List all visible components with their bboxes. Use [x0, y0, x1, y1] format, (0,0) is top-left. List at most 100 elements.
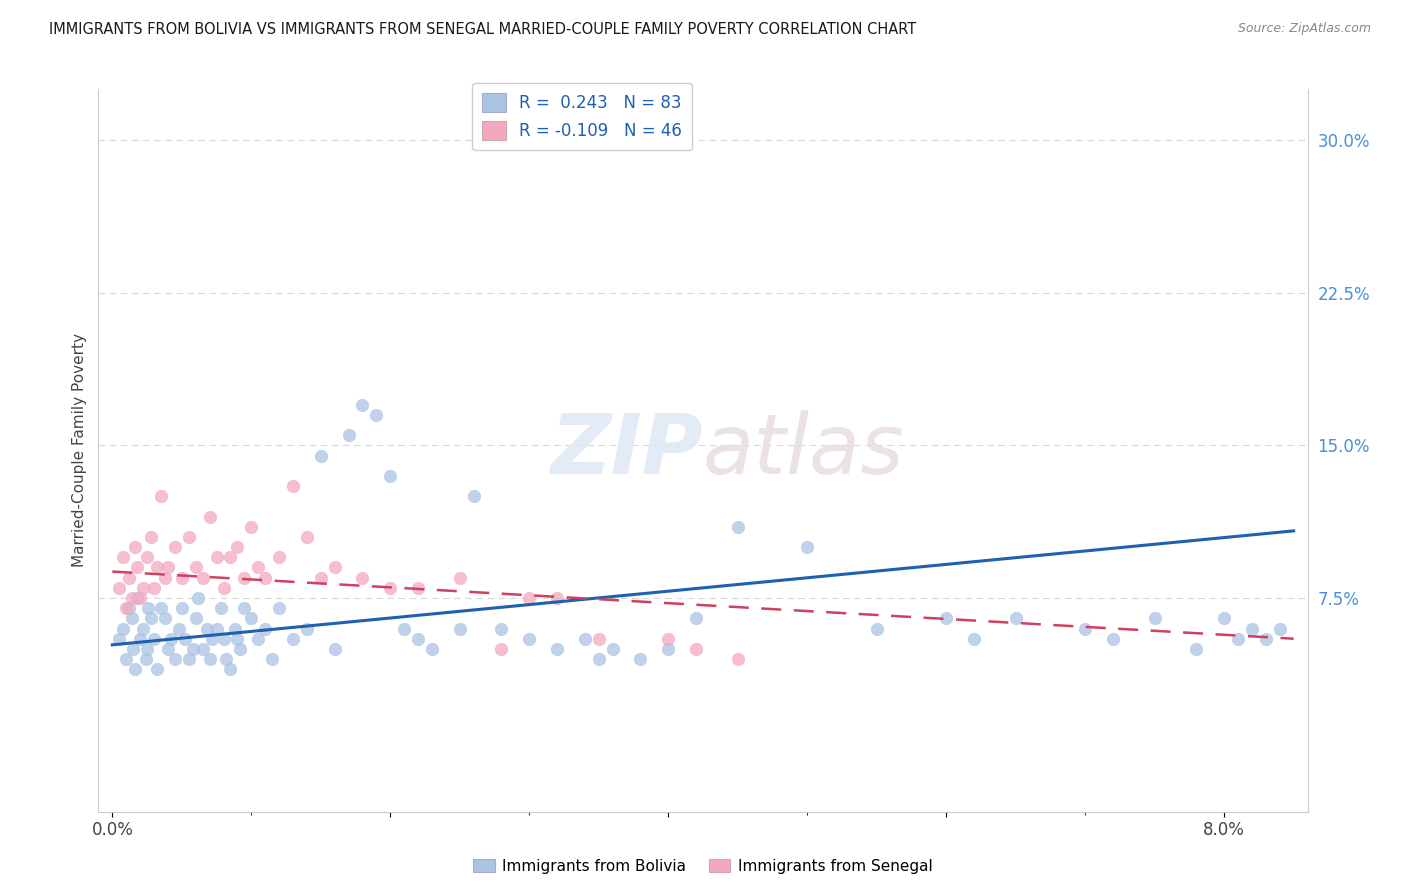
- Point: [546, 591, 568, 605]
- Point: [122, 641, 145, 656]
- Text: atlas: atlas: [703, 410, 904, 491]
- Point: [226, 632, 249, 646]
- Point: [132, 581, 155, 595]
- Point: [1254, 632, 1277, 646]
- Point: [574, 632, 596, 646]
- Point: [1074, 622, 1097, 636]
- Point: [366, 408, 388, 422]
- Point: [281, 632, 304, 646]
- Point: [184, 560, 207, 574]
- Point: [337, 428, 360, 442]
- Point: [406, 581, 429, 595]
- Point: [233, 571, 256, 585]
- Point: [281, 479, 304, 493]
- Point: [323, 560, 346, 574]
- Point: [121, 611, 143, 625]
- Point: [198, 509, 221, 524]
- Point: [170, 571, 193, 585]
- Point: [167, 622, 190, 636]
- Point: [129, 632, 152, 646]
- Point: [224, 622, 246, 636]
- Point: [657, 641, 679, 656]
- Point: [205, 622, 228, 636]
- Point: [138, 601, 160, 615]
- Point: [146, 560, 169, 574]
- Point: [118, 571, 141, 585]
- Point: [129, 591, 152, 605]
- Point: [269, 601, 291, 615]
- Point: [1213, 611, 1236, 625]
- Point: [219, 550, 242, 565]
- Point: [156, 641, 179, 656]
- Point: [191, 641, 214, 656]
- Point: [112, 550, 135, 565]
- Point: [177, 652, 200, 666]
- Point: [546, 641, 568, 656]
- Point: [295, 622, 318, 636]
- Point: [149, 601, 172, 615]
- Point: [212, 632, 235, 646]
- Point: [517, 591, 540, 605]
- Point: [295, 530, 318, 544]
- Point: [685, 611, 707, 625]
- Point: [143, 632, 166, 646]
- Point: [115, 652, 138, 666]
- Point: [212, 581, 235, 595]
- Point: [352, 398, 374, 412]
- Point: [136, 641, 159, 656]
- Point: [124, 662, 146, 676]
- Point: [136, 550, 159, 565]
- Point: [127, 591, 149, 605]
- Point: [352, 571, 374, 585]
- Point: [146, 662, 169, 676]
- Point: [449, 622, 471, 636]
- Y-axis label: Married-Couple Family Poverty: Married-Couple Family Poverty: [72, 334, 87, 567]
- Point: [184, 611, 207, 625]
- Point: [198, 652, 221, 666]
- Point: [323, 641, 346, 656]
- Text: IMMIGRANTS FROM BOLIVIA VS IMMIGRANTS FROM SENEGAL MARRIED-COUPLE FAMILY POVERTY: IMMIGRANTS FROM BOLIVIA VS IMMIGRANTS FR…: [49, 22, 917, 37]
- Point: [727, 520, 749, 534]
- Point: [108, 581, 131, 595]
- Point: [115, 601, 138, 615]
- Point: [205, 550, 228, 565]
- Point: [685, 641, 707, 656]
- Point: [156, 560, 179, 574]
- Point: [491, 641, 513, 656]
- Point: [135, 652, 157, 666]
- Point: [309, 571, 332, 585]
- Point: [187, 591, 209, 605]
- Point: [727, 652, 749, 666]
- Point: [309, 449, 332, 463]
- Legend: R =  0.243   N = 83, R = -0.109   N = 46: R = 0.243 N = 83, R = -0.109 N = 46: [472, 83, 692, 150]
- Point: [588, 652, 610, 666]
- Point: [1185, 641, 1208, 656]
- Point: [1268, 622, 1291, 636]
- Point: [149, 489, 172, 503]
- Point: [262, 652, 284, 666]
- Point: [112, 622, 135, 636]
- Point: [935, 611, 957, 625]
- Point: [491, 622, 513, 636]
- Point: [219, 662, 242, 676]
- Point: [215, 652, 238, 666]
- Point: [796, 540, 818, 554]
- Point: [153, 571, 176, 585]
- Point: [240, 611, 263, 625]
- Point: [233, 601, 256, 615]
- Point: [240, 520, 263, 534]
- Point: [181, 641, 204, 656]
- Point: [143, 581, 166, 595]
- Point: [657, 632, 679, 646]
- Point: [163, 652, 186, 666]
- Point: [392, 622, 415, 636]
- Point: [1004, 611, 1026, 625]
- Point: [1240, 622, 1263, 636]
- Text: ZIP: ZIP: [550, 410, 703, 491]
- Point: [191, 571, 214, 585]
- Point: [141, 530, 163, 544]
- Point: [141, 611, 163, 625]
- Point: [132, 622, 155, 636]
- Point: [269, 550, 291, 565]
- Point: [153, 611, 176, 625]
